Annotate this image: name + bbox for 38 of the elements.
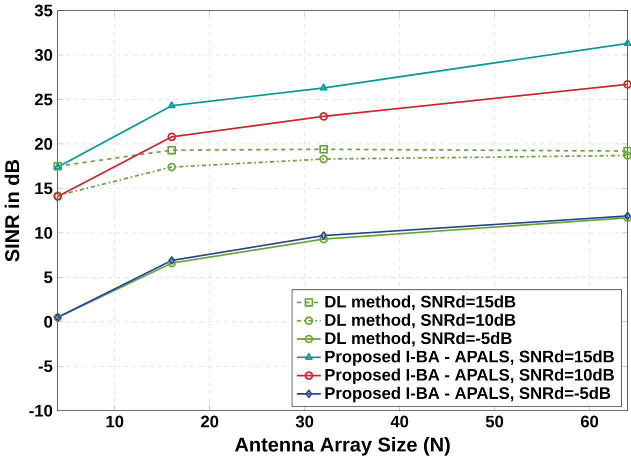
legend-label: Proposed I-BA - APALS, SNRd=-5dB bbox=[325, 386, 610, 402]
y-tick-label: -10 bbox=[29, 404, 52, 417]
point bbox=[319, 144, 328, 154]
x-axis-title: Antenna Array Size (N) bbox=[235, 436, 450, 456]
point bbox=[167, 146, 176, 154]
legend-label: Proposed I-BA - APALS, SNRd=15dB bbox=[325, 350, 614, 366]
point bbox=[319, 234, 328, 244]
y-axis-title: SINR in dB bbox=[4, 160, 20, 262]
point bbox=[167, 258, 176, 268]
x-tick-label: 10 bbox=[106, 416, 124, 428]
point bbox=[167, 162, 176, 172]
y-tick-label: 30 bbox=[34, 49, 52, 61]
x-tick-label: 40 bbox=[390, 416, 408, 428]
point bbox=[623, 146, 631, 156]
legend-label: DL method, SNRd=-5dB bbox=[325, 332, 512, 346]
legend-label: Proposed I-BA - APALS, SNRd=10dB bbox=[325, 368, 614, 384]
x-tick-label: 20 bbox=[201, 416, 218, 428]
y-tick-label: 0 bbox=[44, 316, 52, 328]
y-tick-label: 10 bbox=[35, 226, 52, 239]
legend-label: DL method, SNRd=10dB bbox=[325, 314, 516, 328]
x-tick-label: 30 bbox=[296, 416, 314, 428]
point bbox=[167, 132, 176, 142]
point bbox=[319, 112, 328, 121]
legend-label: DL method, SNRd=15dB bbox=[325, 295, 516, 310]
point bbox=[320, 231, 328, 240]
y-tick-label: 5 bbox=[44, 271, 52, 284]
y-tick-label: 35 bbox=[34, 4, 52, 16]
x-tick-label: 60 bbox=[580, 416, 598, 428]
point bbox=[168, 101, 176, 108]
point bbox=[623, 151, 631, 160]
point bbox=[168, 256, 176, 265]
y-tick-label: -5 bbox=[38, 360, 52, 372]
y-tick-label: 20 bbox=[34, 138, 52, 150]
x-tick-label: 50 bbox=[486, 416, 504, 428]
y-tick-label: 25 bbox=[34, 93, 52, 106]
point bbox=[319, 154, 328, 164]
point bbox=[320, 84, 328, 90]
y-tick-label: 15 bbox=[35, 182, 52, 194]
